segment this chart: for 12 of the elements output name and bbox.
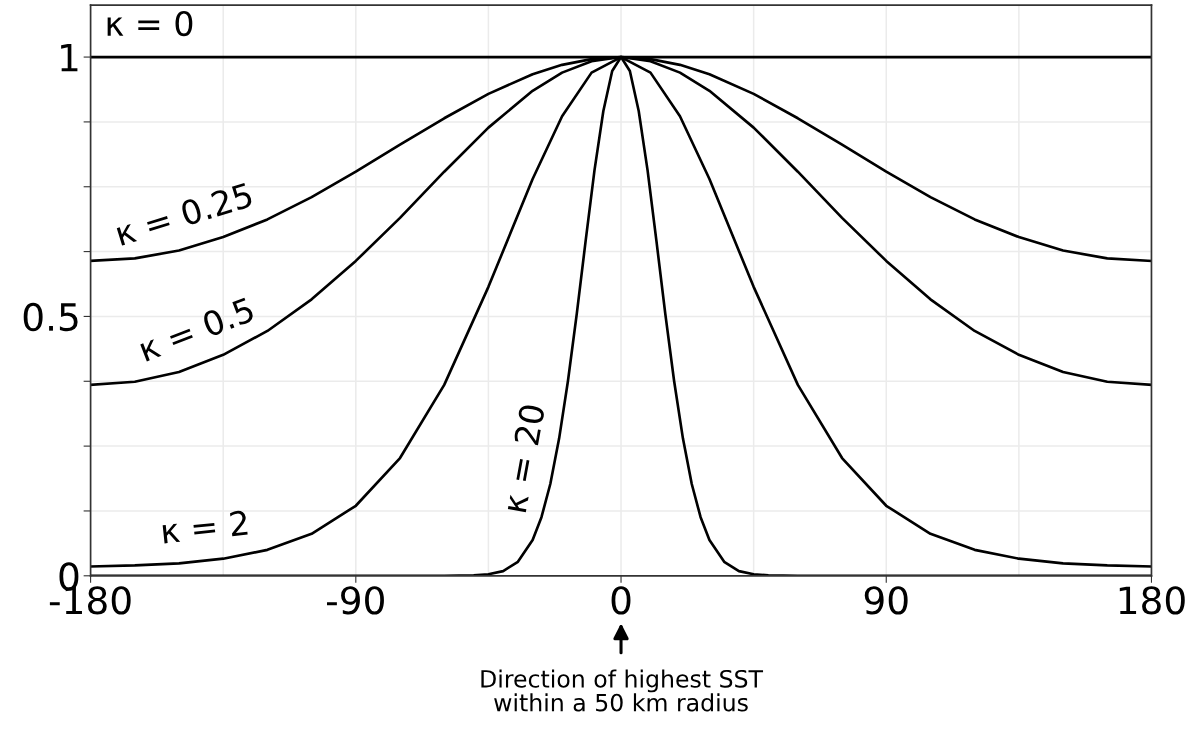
x-tick-label: -90 xyxy=(327,586,384,615)
x-tick-label: 0 xyxy=(611,586,631,615)
text: Direction of highest SST within a 50 km radius xyxy=(481,669,764,712)
text: κ = 2 xyxy=(161,510,248,544)
series-label: κ = 0 xyxy=(107,10,193,37)
text: κ = 0.25 xyxy=(114,181,254,247)
x-tick-label: 90 xyxy=(864,586,908,615)
y-tick-label: 0.5 xyxy=(23,302,78,332)
text: κ = 0.5 xyxy=(137,296,255,362)
y-tick-label: 1 xyxy=(61,43,78,72)
x-tick-label: 180 xyxy=(1119,586,1185,615)
text: κ = 20 xyxy=(501,403,546,513)
